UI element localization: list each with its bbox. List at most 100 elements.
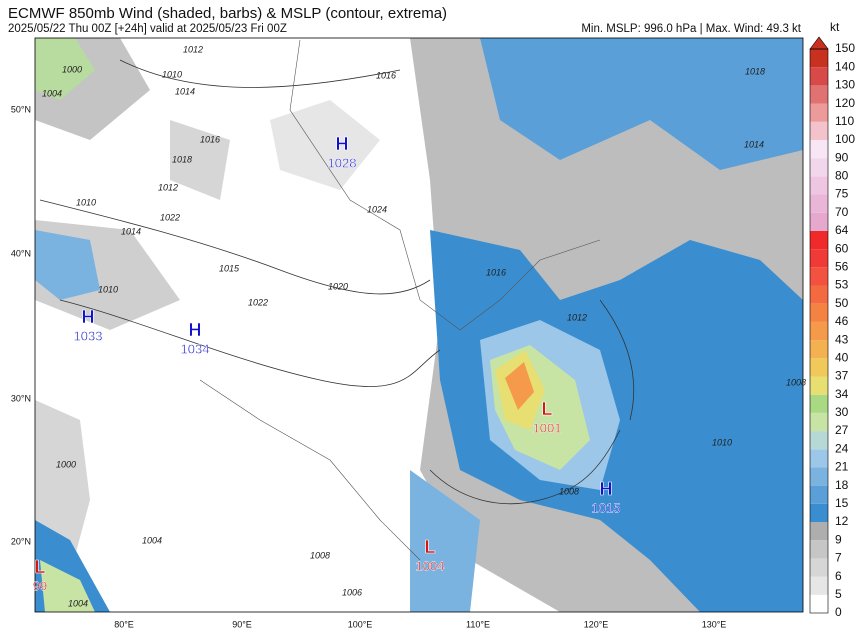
colorbar-bin xyxy=(810,540,828,559)
colorbar-label: 37 xyxy=(835,369,849,383)
colorbar-label: 0 xyxy=(835,605,842,619)
colorbar-bin xyxy=(810,139,828,159)
contour-label: 1015 xyxy=(219,263,240,273)
colorbar-label: 30 xyxy=(835,405,849,419)
contour-label: 1000 xyxy=(62,64,82,74)
stats: Min. MSLP: 996.0 hPa | Max. Wind: 49.3 k… xyxy=(581,23,801,35)
colorbar-bin xyxy=(810,340,828,359)
contour-label: 1016 xyxy=(200,134,220,144)
center-value: 1001 xyxy=(533,420,562,435)
colorbar-label: 53 xyxy=(835,278,849,292)
contour-label: 1008 xyxy=(310,550,330,560)
lon-label: 80°E xyxy=(114,619,134,629)
colorbar-label: 50 xyxy=(835,296,849,310)
colorbar-frame xyxy=(809,48,829,614)
colorbar-label: 40 xyxy=(835,350,849,364)
lon-label: 120°E xyxy=(584,619,609,629)
center-letter: H xyxy=(189,320,202,340)
generated: 1000100410101012101410161018101210101014… xyxy=(11,36,855,629)
contour-label: 1014 xyxy=(744,139,764,149)
lat-label: 40°N xyxy=(11,248,31,258)
colorbar-bin xyxy=(810,158,828,177)
colorbar-label: 15 xyxy=(835,496,849,510)
contour-label: 1012 xyxy=(567,312,587,322)
colorbar-bin xyxy=(810,194,828,213)
colorbar-bin xyxy=(810,467,828,486)
center-value: 1015 xyxy=(592,500,621,515)
contour-label: 1012 xyxy=(158,182,178,192)
colorbar-label: 60 xyxy=(835,241,849,255)
contour-label: 1010 xyxy=(76,197,96,207)
contour-label: 1004 xyxy=(142,535,162,545)
colorbar-arrow xyxy=(809,36,829,50)
colorbar-label: 110 xyxy=(835,114,854,128)
contour-label: 1000 xyxy=(56,459,76,469)
contour-label: 1014 xyxy=(175,86,195,96)
colorbar-label: 130 xyxy=(835,78,855,92)
map-shading xyxy=(35,38,803,612)
colorbar-label: 150 xyxy=(835,41,855,55)
colorbar-label: 70 xyxy=(835,205,849,219)
contour-label: 1004 xyxy=(68,598,88,608)
center-letter: H xyxy=(82,307,95,327)
colorbar-bin xyxy=(810,121,828,140)
center-value: 1004 xyxy=(416,558,445,573)
colorbar-bin xyxy=(810,303,828,322)
colorbar-bin xyxy=(810,358,828,377)
colorbar-bin xyxy=(810,431,828,450)
contour-label: 1020 xyxy=(328,281,348,291)
colorbar-bin xyxy=(810,503,828,523)
colorbar-label: 80 xyxy=(835,169,849,183)
center-letter: H xyxy=(600,479,613,499)
colorbar-label: 5 xyxy=(835,587,842,601)
contour-label: 1016 xyxy=(376,70,396,80)
contour-label: 1018 xyxy=(172,154,192,164)
colorbar-bin xyxy=(810,558,828,577)
center-value: 99 xyxy=(33,578,47,593)
contour-label: 1006 xyxy=(342,587,362,597)
map-frame xyxy=(34,37,804,613)
colorbar-label: 100 xyxy=(835,132,855,146)
center-letter: L xyxy=(542,399,553,419)
contour-label: 1004 xyxy=(42,88,62,98)
contour-label: 1016 xyxy=(486,267,506,277)
colorbar-bin xyxy=(810,376,828,395)
colorbar-bin xyxy=(810,594,828,613)
contour-label: 1022 xyxy=(248,297,268,307)
colorbar-bin xyxy=(810,285,828,304)
contour-label: 1010 xyxy=(162,69,182,79)
colorbar-bin xyxy=(810,394,828,413)
colorbar-bin xyxy=(810,321,828,341)
colorbar-label: 75 xyxy=(835,187,849,201)
colorbar-bin xyxy=(810,49,828,68)
colorbar-label: 46 xyxy=(835,314,849,328)
colorbar-label: 140 xyxy=(835,59,855,73)
center-letter: H xyxy=(336,134,349,154)
colorbar-bin xyxy=(810,522,828,541)
colorbar-bin xyxy=(810,212,828,231)
contour-label: 1024 xyxy=(367,204,387,214)
center-letter: L xyxy=(35,557,46,577)
lon-label: 130°E xyxy=(702,619,727,629)
contour-label: 1014 xyxy=(121,226,141,236)
subtitle: 2025/05/22 Thu 00Z [+24h] valid at 2025/… xyxy=(8,23,287,35)
colorbar-bin xyxy=(810,67,828,86)
colorbar-bin xyxy=(810,85,828,104)
colorbar-label: 18 xyxy=(835,478,849,492)
contour-label: 1018 xyxy=(745,66,765,76)
colorbar-label: 64 xyxy=(835,223,849,237)
colorbar-label: 9 xyxy=(835,532,842,546)
contour-label: 1010 xyxy=(98,284,118,294)
lon-label: 110°E xyxy=(466,619,490,629)
colorbar-label: 24 xyxy=(835,441,849,455)
colorbar-label: 21 xyxy=(835,460,849,474)
center-value: 1034 xyxy=(181,341,210,356)
lat-label: 30°N xyxy=(11,393,31,403)
colorbar-label: 34 xyxy=(835,387,849,401)
colorbar-label: 43 xyxy=(835,332,849,346)
center-value: 1033 xyxy=(74,328,103,343)
center-value: 1028 xyxy=(328,155,357,170)
lon-label: 100°E xyxy=(348,619,373,629)
colorbar-bin xyxy=(810,103,828,122)
colorbar-bin xyxy=(810,412,828,432)
